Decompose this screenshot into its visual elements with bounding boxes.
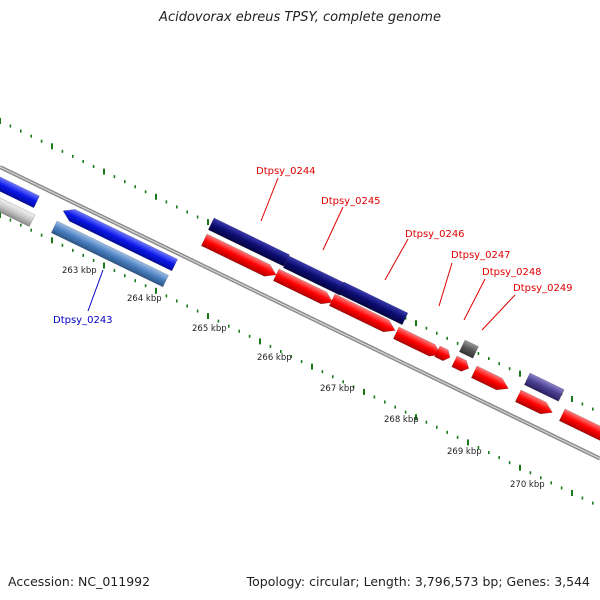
gene-feature-purple[interactable] xyxy=(523,372,565,402)
map-title: Acidovorax ebreus TPSY, complete genome xyxy=(159,10,441,25)
kbp-label: 270 kbp xyxy=(510,480,545,490)
gene-feature-red-4[interactable] xyxy=(514,389,555,418)
gene-label-dtpsy-0249[interactable]: Dtpsy_0249 xyxy=(513,283,573,294)
gene-label-dtpsy-0243[interactable]: Dtpsy_0243 xyxy=(53,315,113,326)
genome-summary-text: Topology: circular; Length: 3,796,573 bp… xyxy=(246,574,590,589)
gene-feature-gray[interactable] xyxy=(0,192,36,227)
gene-leader-lines xyxy=(87,177,516,331)
gene-feature-red-3-shape[interactable] xyxy=(328,293,398,336)
gene-feature-dtpsy-0245a-shape[interactable] xyxy=(282,255,347,296)
gene-feature-dtpsy-0244-shape[interactable] xyxy=(207,217,290,267)
gene-feature-red-5[interactable] xyxy=(558,408,600,443)
gene-feature-dtpsy-0249[interactable] xyxy=(470,365,511,394)
gene-label-dtpsy-0245[interactable]: Dtpsy_0245 xyxy=(321,196,381,207)
gene-feature-red-1-shape[interactable] xyxy=(200,233,279,281)
leader-line xyxy=(322,206,344,251)
gene-feature-red-2[interactable] xyxy=(272,268,335,308)
gene-feature-dtpsy-0243[interactable] xyxy=(50,220,169,288)
accession-text: Accession: NC_011992 xyxy=(8,574,151,589)
gene-feature-dtpsy-0248-shape[interactable] xyxy=(451,355,472,374)
gene-feature-blue[interactable] xyxy=(0,171,40,209)
gene-feature-blue-shape[interactable] xyxy=(0,171,40,209)
gene-feature-dtpsy-0247-shape[interactable] xyxy=(434,345,453,363)
gene-feature-gray-shape[interactable] xyxy=(0,192,36,227)
gene-label-dtpsy-0248[interactable]: Dtpsy_0248 xyxy=(482,267,542,278)
gene-feature-dtpsy-0248-box-shape[interactable] xyxy=(458,339,479,359)
gene-feature-red-4-shape[interactable] xyxy=(514,389,555,418)
gene-feature-red-1[interactable] xyxy=(200,233,279,281)
leader-line xyxy=(260,177,279,222)
gene-features[interactable] xyxy=(0,171,600,443)
gene-label-dtpsy-0247[interactable]: Dtpsy_0247 xyxy=(451,250,511,261)
gene-feature-dtpsy-0247[interactable] xyxy=(434,345,453,363)
gene-feature-red-3[interactable] xyxy=(328,293,398,336)
genome-backbone xyxy=(0,165,600,461)
backbone-highlight xyxy=(0,166,600,460)
gene-feature-dtpsy-0242[interactable] xyxy=(60,205,178,272)
gene-feature-dtpsy-0246[interactable] xyxy=(392,326,444,361)
kbp-scale-labels: 263 kbp 264 kbp 265 kbp 266 kbp 267 kbp … xyxy=(62,266,545,490)
gene-feature-red-5-shape[interactable] xyxy=(558,408,600,443)
gene-label-dtpsy-0246[interactable]: Dtpsy_0246 xyxy=(405,229,465,240)
kbp-label: 267 kbp xyxy=(320,384,355,394)
gene-feature-dtpsy-0244[interactable] xyxy=(207,217,290,267)
gene-feature-dtpsy-0245a[interactable] xyxy=(282,255,347,296)
kbp-label: 264 kbp xyxy=(127,294,162,304)
gene-feature-dtpsy-0248-box[interactable] xyxy=(458,339,479,359)
gene-labels[interactable]: Dtpsy_0243 Dtpsy_0244 Dtpsy_0245 Dtpsy_0… xyxy=(53,166,573,326)
gene-feature-dtpsy-0243-shape[interactable] xyxy=(50,220,169,288)
kbp-label: 263 kbp xyxy=(62,266,97,276)
gene-feature-dtpsy-0246-shape[interactable] xyxy=(392,326,444,361)
leader-line xyxy=(438,262,453,307)
leader-line xyxy=(463,278,486,321)
leader-line xyxy=(384,238,409,281)
gene-feature-purple-shape[interactable] xyxy=(523,372,565,402)
kbp-label: 268 kbp xyxy=(384,415,419,425)
gene-feature-dtpsy-0242-shape[interactable] xyxy=(60,205,178,272)
kbp-label: 265 kbp xyxy=(192,324,227,334)
leader-line xyxy=(87,269,104,312)
leader-line xyxy=(481,294,516,331)
kbp-label: 269 kbp xyxy=(447,447,482,457)
gene-feature-dtpsy-0249-shape[interactable] xyxy=(470,365,511,394)
kbp-label: 266 kbp xyxy=(257,353,292,363)
gene-feature-red-2-shape[interactable] xyxy=(272,268,335,308)
gene-feature-dtpsy-0245b[interactable] xyxy=(337,281,409,326)
gene-feature-dtpsy-0245b-shape[interactable] xyxy=(337,281,409,326)
gene-label-dtpsy-0244[interactable]: Dtpsy_0244 xyxy=(256,166,316,177)
gene-feature-dtpsy-0248[interactable] xyxy=(451,355,472,374)
